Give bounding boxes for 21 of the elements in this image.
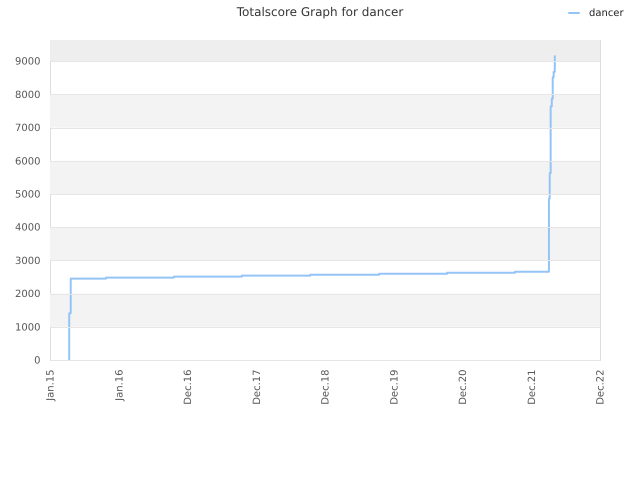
legend-label: dancer (589, 8, 624, 19)
x-tick-label: Dec.20 (458, 370, 469, 405)
x-tick-label: Jan.16 (114, 370, 126, 402)
y-tick-label: 9000 (15, 56, 40, 68)
y-tick-label: 7000 (15, 123, 40, 134)
x-tick-label: Jan.15 (46, 370, 56, 402)
y-tick-label: 8000 (15, 90, 40, 101)
y-tick-label: 4000 (15, 222, 40, 234)
x-tick-label: Dec.22 (596, 370, 606, 405)
y-tick-label: 1000 (15, 322, 40, 334)
y-tick-label: 3000 (15, 256, 40, 267)
x-tick-label: Dec.18 (320, 370, 332, 405)
x-tick-label: Dec.17 (252, 370, 263, 405)
y-tick-label: 0 (34, 356, 40, 366)
y-tick-label: 5000 (15, 190, 40, 201)
x-tick-label: Dec.21 (526, 370, 538, 405)
x-tick-label: Dec.16 (183, 370, 194, 405)
chart-title: Totalscore Graph for dancer (236, 5, 404, 19)
x-tick-label: Dec.19 (389, 370, 400, 405)
y-tick-label: 2000 (15, 289, 40, 300)
y-tick-label: 6000 (15, 156, 40, 168)
